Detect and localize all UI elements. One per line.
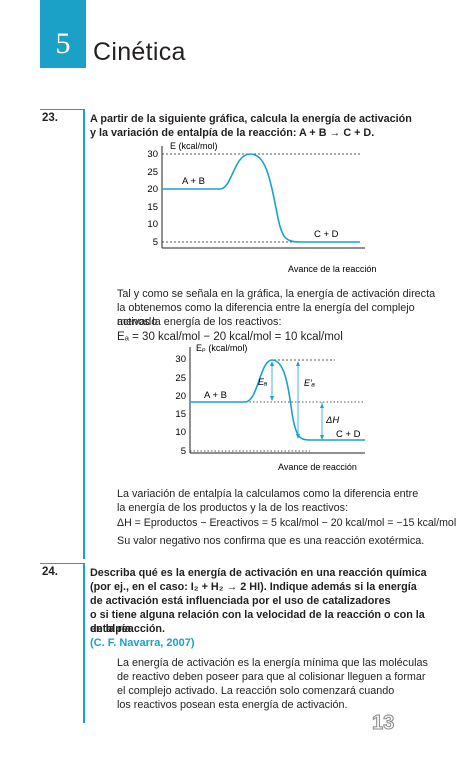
question-23-line1: A partir de la siguiente gráfica, calcul… [90, 113, 412, 125]
q24-answer-line4: los reactivos posean esta energía de act… [117, 699, 348, 711]
chart1-products-label: C + D [314, 229, 339, 240]
energy-profile-chart-1: E (kcal/mol) 30 25 20 15 10 5 A + B C + … [147, 141, 376, 274]
chart1-tick-15: 15 [147, 202, 158, 213]
page-number: 13 [371, 712, 395, 735]
q23-para1-line3: menos la energía de los reactivos: [117, 316, 282, 328]
q23-equation-dh: ΔH = Eproductos − Ereactivos = 5 kcal/mo… [117, 517, 457, 529]
chart2-ylabel: Eₚ (kcal/mol) [196, 343, 247, 353]
divider-q23 [40, 109, 85, 110]
q23-para3: Su valor negativo nos confirma que es un… [117, 535, 425, 547]
chart1-tick-10: 10 [147, 219, 158, 230]
q24-answer-line3: el complejo activado. La reacción solo c… [117, 685, 395, 697]
question-number-24: 24. [42, 566, 58, 578]
question-24-line3: de activación está influenciada por el u… [90, 595, 391, 607]
chart1-tick-5: 5 [153, 237, 158, 248]
energy-profile-chart-2: Eₚ (kcal/mol) 30 25 20 15 10 5 Eₐ E′ₐ ΔH… [175, 343, 365, 472]
chart2-tick-15: 15 [175, 409, 186, 420]
chapter-number: 5 [55, 27, 71, 60]
chart1-tick-25: 25 [147, 167, 158, 178]
margin-line-q24 [83, 563, 85, 723]
chart2-tick-25: 25 [175, 373, 186, 384]
chart1-tick-20: 20 [147, 184, 158, 195]
divider-q24 [40, 563, 85, 564]
question-24-citation: (C. F. Navarra, 2007) [90, 637, 195, 649]
q23-para2-line1: La variación de entalpía la calculamos c… [117, 488, 419, 500]
chart1-xlabel: Avance de la reacción [288, 264, 376, 274]
chart2-energy-curve [190, 359, 365, 441]
question-24-line5: de la reacción. [90, 623, 166, 635]
q24-answer-line2: de reactivo deben poseer para que al col… [117, 671, 426, 683]
q23-para1-line1: Tal y como se señala en la gráfica, la e… [117, 288, 436, 300]
q24-answer-line1: La energía de activación es la energía m… [117, 657, 428, 669]
margin-line-q23 [83, 109, 85, 559]
chart2-ea-prime-arrowhead-top [296, 361, 300, 366]
chart2-ea-prime-arrowhead-bottom [296, 434, 300, 439]
question-24-line2: (por ej., en el caso: I₂ + H₂ → 2 HI). I… [90, 581, 417, 593]
chart2-products-label: C + D [336, 429, 361, 440]
chart2-tick-30: 30 [175, 354, 186, 365]
chart2-tick-20: 20 [175, 391, 186, 402]
question-number-23: 23. [42, 112, 58, 124]
question-24-line1: Describa qué es la energía de activación… [90, 567, 427, 579]
chart2-xlabel: Avance de reacción [278, 462, 357, 472]
chart2-tick-5: 5 [181, 446, 186, 457]
chart2-dh-arrowhead-top [320, 403, 324, 408]
q23-equation-ea: Eₐ = 30 kcal/mol − 20 kcal/mol = 10 kcal… [117, 331, 343, 343]
chart1-energy-curve [162, 153, 360, 243]
chart1-ylabel: E (kcal/mol) [170, 141, 218, 151]
chart1-tick-30: 30 [147, 149, 158, 160]
chapter-number-box: 5 [40, 0, 86, 68]
chart2-ea-arrowhead-top [270, 361, 274, 366]
q23-para2-line2: la energía de los productos y la de los … [117, 502, 349, 514]
question-23-line2: y la variación de entalpía de la reacció… [90, 127, 375, 139]
chart2-ea-label: Eₐ [258, 377, 267, 387]
chapter-title: Cinética [93, 38, 186, 66]
chart2-ea-arrowhead-bottom [270, 396, 274, 401]
chart2-ea-prime-label: E′ₐ [304, 378, 315, 388]
q23-para1-line2: la obtenemos como la diferencia entre la… [117, 302, 415, 328]
chart2-dh-label: ΔH [325, 415, 339, 426]
chart2-reactants-label: A + B [204, 390, 227, 401]
chart2-dh-arrowhead-bottom [320, 435, 324, 440]
question-24-line4: o si tiene alguna relación con la veloci… [90, 609, 425, 635]
chart2-tick-10: 10 [175, 427, 186, 438]
chart1-reactants-label: A + B [182, 176, 205, 187]
